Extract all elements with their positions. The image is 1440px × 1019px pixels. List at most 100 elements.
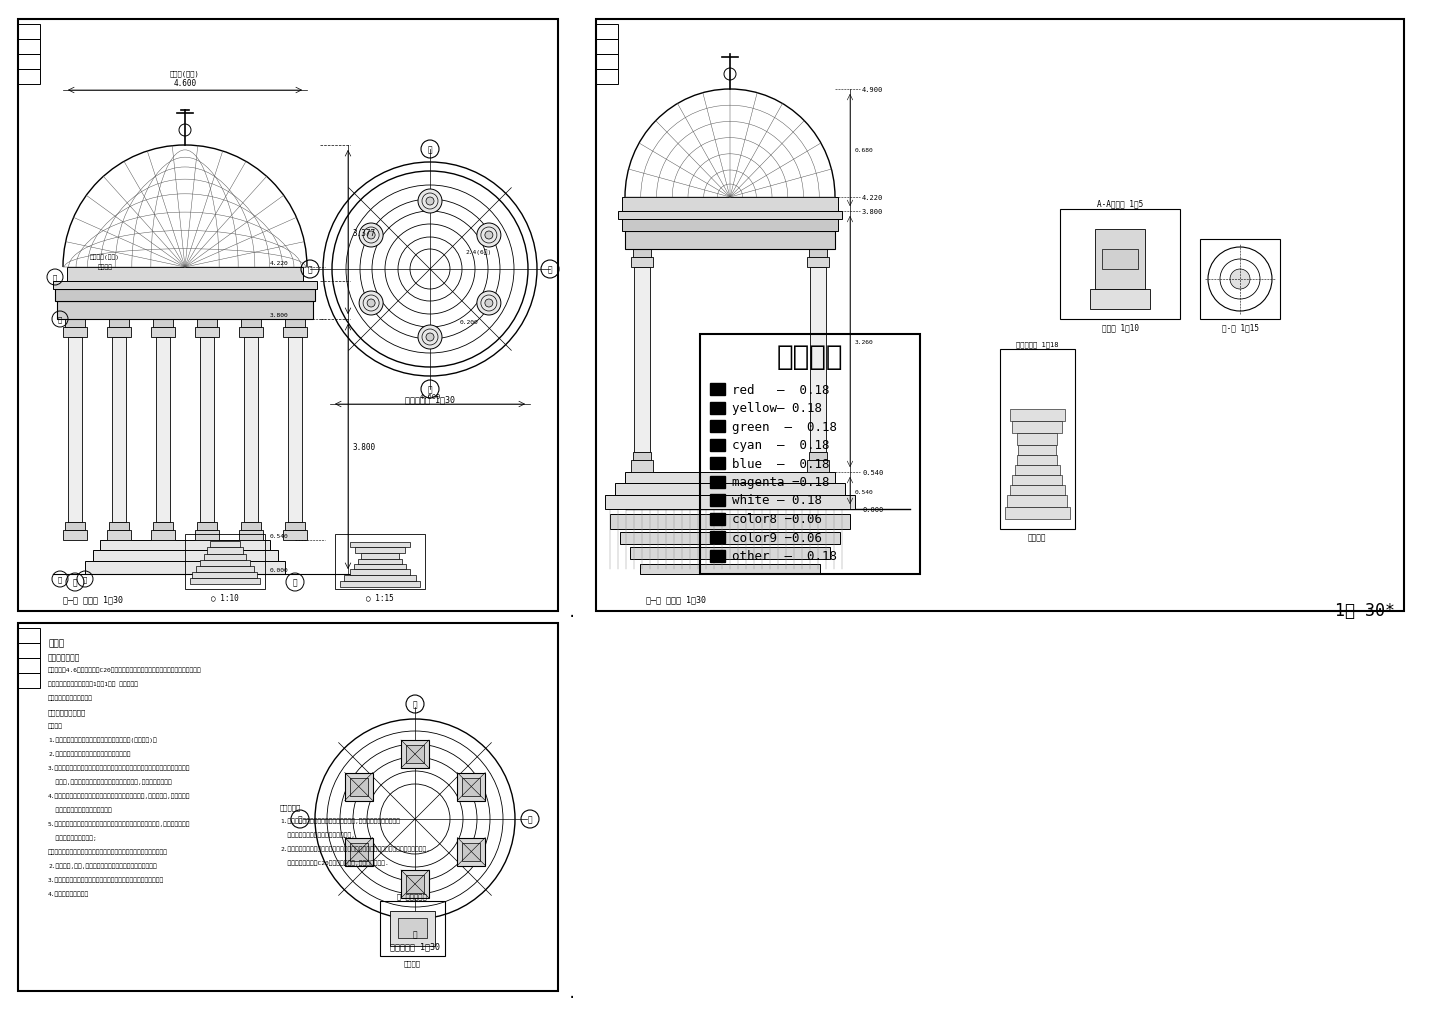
Text: 2.柱子轴间坐标，中轴线坐标，坐标距离控制。: 2.柱子轴间坐标，中轴线坐标，坐标距离控制。 [48, 750, 131, 756]
Bar [1005, 507, 1070, 520]
Bar [596, 20, 1404, 611]
Text: ①—⑤ 立面图 1：30: ①—⑤ 立面图 1：30 [63, 594, 122, 603]
Bar [107, 328, 131, 337]
Circle shape [1230, 270, 1250, 289]
Text: 3.800: 3.800 [271, 313, 289, 318]
Text: ·: · [567, 990, 576, 1004]
Bar [350, 542, 410, 547]
Text: 1.本工程柱基础采用预制基础柱，地基处理,电气、电气手为本施工图: 1.本工程柱基础采用预制基础柱，地基处理,电气、电气手为本施工图 [279, 817, 400, 822]
Bar [107, 531, 131, 540]
Bar [462, 777, 481, 796]
Bar [359, 559, 402, 565]
Text: 一、工程概况：: 一、工程概况： [48, 652, 81, 661]
Text: ③: ③ [298, 815, 302, 823]
Text: 处于最低地表以下以下施工作业；: 处于最低地表以下以下施工作业； [48, 806, 112, 812]
Text: 说明：: 说明： [48, 638, 65, 647]
Bar [1009, 485, 1066, 495]
Text: 3.若整样建筑地基下面有积水区域，需分区施工，一段首段安排在地基层以下，在下: 3.若整样建筑地基下面有积水区域，需分区施工，一段首段安排在地基层以下，在下 [48, 764, 190, 769]
Bar [68, 337, 82, 523]
Text: ·: · [567, 609, 576, 624]
Bar [285, 320, 305, 328]
Bar [596, 40, 618, 55]
Bar [625, 231, 835, 250]
Bar [194, 328, 219, 337]
Text: 五、说明：: 五、说明： [279, 803, 301, 810]
Text: 基础详图: 基础详图 [1028, 533, 1047, 541]
Text: 4.220: 4.220 [863, 195, 883, 201]
Bar [400, 870, 429, 898]
Bar [19, 20, 559, 611]
Bar [350, 570, 410, 576]
Text: ⑤: ⑤ [292, 578, 297, 587]
Bar [631, 258, 652, 268]
Text: 本亭子直径4.6米，柱基采用C20混凝土浇筑现浇基础及安装预制混凝土标准柱基基础；: 本亭子直径4.6米，柱基采用C20混凝土浇筑现浇基础及安装预制混凝土标准柱基基础… [48, 666, 202, 672]
Bar [156, 337, 170, 523]
Circle shape [418, 190, 442, 214]
Text: ③: ③ [53, 274, 58, 281]
Text: blue  —  0.18: blue — 0.18 [732, 458, 829, 470]
Text: 四、柱基础土要求：: 四、柱基础土要求： [48, 708, 86, 715]
Bar [58, 302, 312, 320]
Bar [65, 320, 85, 328]
Text: 打印线宽: 打印线宽 [776, 342, 844, 371]
Text: 最高极面(顶面): 最高极面(顶面) [91, 254, 120, 260]
Text: 基础立面图 1：18: 基础立面图 1：18 [1015, 341, 1058, 347]
Text: 3.整样施工标准以施工为主。如下方施工均施工下表层后回填工作；: 3.整样施工标准以施工为主。如下方施工均施工下表层后回填工作； [48, 876, 164, 881]
Text: 1.地基施工前应按地基基础施工图进行施工作业(基本要求)。: 1.地基施工前应按地基基础施工图进行施工作业(基本要求)。 [48, 737, 157, 742]
Bar [239, 328, 264, 337]
Bar [1012, 422, 1063, 433]
Bar [240, 523, 261, 531]
Bar [710, 494, 724, 506]
Bar [239, 531, 264, 540]
Text: cyan  —  0.18: cyan — 0.18 [732, 438, 829, 451]
Text: ②: ② [413, 700, 418, 709]
Text: 0.540: 0.540 [863, 470, 883, 476]
Text: ③: ③ [547, 265, 553, 274]
Text: 基础柱 1：10: 基础柱 1：10 [1102, 323, 1139, 331]
Text: 三、施工图采用标准底部；: 三、施工图采用标准底部； [48, 694, 94, 700]
Bar [406, 875, 423, 893]
Text: ①: ① [58, 576, 62, 583]
Bar [63, 531, 86, 540]
Bar [1015, 466, 1060, 476]
Bar [458, 838, 485, 866]
Bar [350, 843, 367, 861]
Bar [1094, 229, 1145, 289]
Bar [1017, 455, 1057, 466]
Bar [196, 567, 253, 573]
Bar [197, 320, 217, 328]
Bar [354, 565, 406, 570]
Bar [631, 547, 829, 559]
Bar [710, 421, 724, 433]
Text: A-A断面图 1：5: A-A断面图 1：5 [1097, 199, 1143, 208]
Text: yellow— 0.18: yellow— 0.18 [732, 401, 822, 415]
Bar [19, 55, 40, 70]
Bar [710, 550, 724, 561]
Bar [634, 250, 651, 258]
Bar [710, 532, 724, 543]
Bar [344, 576, 416, 582]
Bar [999, 350, 1076, 530]
Bar [200, 337, 215, 523]
Text: 4.600: 4.600 [419, 393, 441, 399]
Text: 0.540: 0.540 [855, 489, 874, 494]
Text: color9 −0.06: color9 −0.06 [732, 531, 822, 544]
Bar [605, 495, 855, 510]
Circle shape [367, 300, 374, 308]
Bar [806, 258, 829, 268]
Bar [634, 268, 649, 452]
Bar [109, 523, 130, 531]
Bar [99, 540, 271, 550]
Text: 二、柱基础内土方回填密实；如能清楚基础施工后一般在施工技术要求中: 二、柱基础内土方回填密实；如能清楚基础施工后一般在施工技术要求中 [48, 848, 168, 854]
Bar [1102, 250, 1138, 270]
Bar [53, 281, 317, 289]
Bar [1007, 495, 1067, 507]
Bar [63, 328, 86, 337]
Text: ②: ② [58, 316, 62, 323]
Text: green  —  0.18: green — 0.18 [732, 420, 837, 433]
Bar [19, 658, 40, 674]
Bar [458, 772, 485, 801]
Text: 4.施工前上地基进行全面勘察施工，按施工图的地基施工,地基施工后,本工程全部: 4.施工前上地基进行全面勘察施工，按施工图的地基施工,地基施工后,本工程全部 [48, 792, 190, 798]
Bar [596, 25, 618, 40]
Bar [809, 452, 827, 461]
